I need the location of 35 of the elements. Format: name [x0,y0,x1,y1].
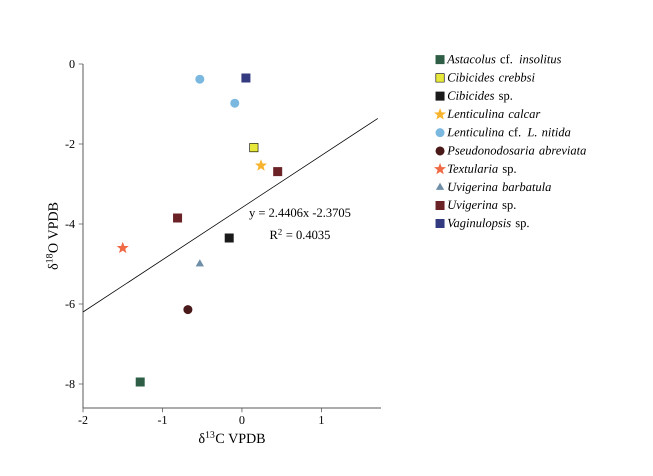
legend-label: Lenticulina cf. L. nitida [447,128,570,136]
point [224,234,234,243]
y-tick-label: -6 [66,300,75,308]
point [195,74,204,84]
annotation: y = 2.4406x -2.3705 [249,208,350,220]
point [230,98,240,108]
y-axis-title: δ$^{18}$O VPDB [46,202,58,270]
y-tick-label: -2 [66,140,74,148]
point [256,160,266,170]
legend-label: Uvigerina barbatula [448,182,551,194]
point [241,74,250,83]
x-tick-label: 0 [239,416,244,424]
x-tick-label: -1 [158,416,167,424]
annotation: R$^{2}$ = 0.4035 [270,228,330,240]
point [183,305,192,314]
legend-label: Textularia sp. [448,164,516,176]
point [173,214,182,223]
legend-label: Pseudonodosaria abreviata [447,146,586,155]
legend-label: Astacolus cf. insolitus [446,54,562,64]
point [196,260,204,266]
y-tick-label: 0 [70,60,75,68]
x-axis-title: δ$^{13}$C VPDB [198,431,265,444]
point [136,378,145,386]
point [117,242,128,253]
y-tick-label: -4 [66,220,75,228]
point [249,143,258,152]
legend-label: Uvigerina sp. [448,200,516,212]
legend-label: Lenticulina calcar [447,109,540,118]
y-tick-label: -8 [66,380,75,388]
legend-label: Cibicides sp. [448,91,512,102]
x-tick-label: -2 [78,416,88,424]
point [273,167,282,176]
x-tick-label: 1 [319,416,324,424]
legend-label: Vaginulopsis sp. [448,218,529,230]
legend-label: Cibicides crebbsi [448,72,535,82]
